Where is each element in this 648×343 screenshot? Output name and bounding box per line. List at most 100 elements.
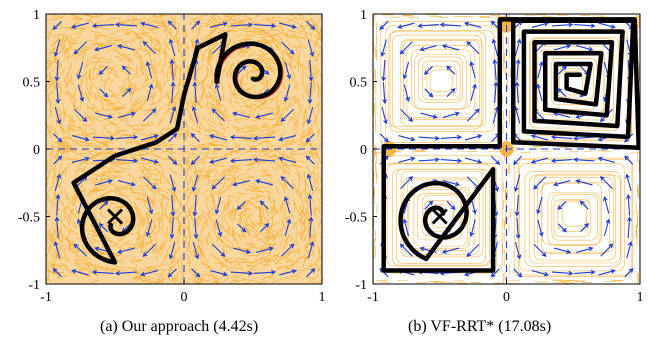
field-arrow xyxy=(53,39,61,57)
field-arrow xyxy=(553,44,572,51)
field-arrow xyxy=(402,61,410,80)
field-arrow xyxy=(284,218,292,237)
field-arrow xyxy=(215,219,223,237)
panel-a: -1 0 1 1 0.5 0 -0.5 -1 xyxy=(18,8,326,305)
field-arrow xyxy=(550,158,573,164)
field-arrow xyxy=(237,65,247,75)
field-arrow xyxy=(514,194,520,217)
field-arrow xyxy=(599,175,613,190)
vector-field xyxy=(373,14,640,284)
field-arrow xyxy=(168,133,178,143)
field-arrow xyxy=(470,83,477,102)
plot-area xyxy=(373,14,640,284)
field-arrow xyxy=(280,108,294,123)
field-arrow xyxy=(307,241,315,259)
field-arrow xyxy=(424,200,434,210)
field-arrow xyxy=(381,106,388,125)
field-arrow xyxy=(399,41,413,55)
field-arrow xyxy=(141,157,159,164)
field-arrow xyxy=(210,21,228,28)
y-tick-label: 0.5 xyxy=(23,76,41,91)
field-arrow xyxy=(95,179,113,186)
y-tick-label: 1 xyxy=(33,8,40,23)
field-arrow xyxy=(399,243,413,257)
field-arrow xyxy=(252,135,276,141)
field-arrow xyxy=(557,223,567,233)
field-arrow xyxy=(169,58,175,81)
field-arrow xyxy=(446,65,456,75)
field-arrow xyxy=(307,39,315,57)
x-tick-label: 0 xyxy=(181,290,188,305)
field-arrow xyxy=(397,22,415,29)
field-arrow xyxy=(209,157,227,164)
field-arrow xyxy=(573,135,595,141)
field-arrow xyxy=(551,22,574,28)
field-arrow xyxy=(193,217,199,240)
field-arrow xyxy=(115,158,139,164)
field-arrow xyxy=(446,88,456,98)
field-arrow xyxy=(142,40,156,55)
field-arrow xyxy=(53,241,61,259)
field-arrow xyxy=(398,156,416,163)
field-arrow xyxy=(469,219,476,237)
field-arrow xyxy=(55,82,61,105)
field-arrow xyxy=(446,200,456,210)
goal-marker xyxy=(431,208,448,225)
field-arrow xyxy=(418,157,440,163)
field-arrow xyxy=(533,243,547,258)
planned-path xyxy=(71,32,283,265)
field-arrow xyxy=(255,112,273,119)
y-tick-label: -1 xyxy=(28,278,40,293)
field-arrow xyxy=(625,173,632,192)
field-arrow xyxy=(230,22,254,28)
field-arrow xyxy=(597,156,615,163)
field-arrow xyxy=(98,65,108,75)
field-arrow xyxy=(94,45,112,52)
field-arrow xyxy=(253,23,277,29)
field-arrow xyxy=(214,83,222,102)
field-arrow xyxy=(379,20,389,30)
field-arrow xyxy=(576,45,594,52)
field-arrow xyxy=(232,111,250,118)
field-arrow xyxy=(626,241,633,259)
field-arrow xyxy=(400,175,414,190)
field-arrow xyxy=(278,135,296,142)
field-arrow xyxy=(624,155,634,165)
field-arrow xyxy=(305,133,315,143)
field-arrow xyxy=(575,179,593,186)
field-arrow xyxy=(382,82,388,105)
field-arrow xyxy=(141,134,159,141)
field-arrow xyxy=(140,21,158,28)
field-arrow xyxy=(91,269,115,275)
x-tick-label: 1 xyxy=(319,290,326,305)
field-arrow xyxy=(307,193,313,216)
field-arrow xyxy=(463,21,482,28)
planned-path xyxy=(381,17,640,273)
field-arrow xyxy=(440,158,463,164)
field-arrow xyxy=(76,61,84,80)
field-arrow xyxy=(212,243,226,258)
field-arrow xyxy=(190,155,200,165)
field-arrow xyxy=(99,200,109,210)
field-arrow xyxy=(71,269,89,276)
y-tick-label: 0.5 xyxy=(350,76,368,91)
field-arrow xyxy=(191,106,199,124)
field-arrow xyxy=(550,134,573,140)
field-arrow xyxy=(192,194,198,217)
field-arrow xyxy=(72,135,90,142)
field-arrow xyxy=(580,223,590,233)
field-arrow xyxy=(253,269,277,275)
field-arrow xyxy=(626,216,632,239)
field-arrow xyxy=(122,88,132,98)
field-arrow xyxy=(233,247,251,254)
field-arrow xyxy=(492,58,498,81)
field-arrow xyxy=(71,22,89,29)
field-arrow xyxy=(551,270,574,276)
field-arrow xyxy=(91,23,115,29)
field-arrow xyxy=(170,81,176,104)
field-arrow xyxy=(441,247,460,254)
field-arrow xyxy=(117,247,135,254)
field-arrow xyxy=(280,175,294,190)
field-arrow xyxy=(95,112,113,119)
field-arrow xyxy=(469,61,476,79)
